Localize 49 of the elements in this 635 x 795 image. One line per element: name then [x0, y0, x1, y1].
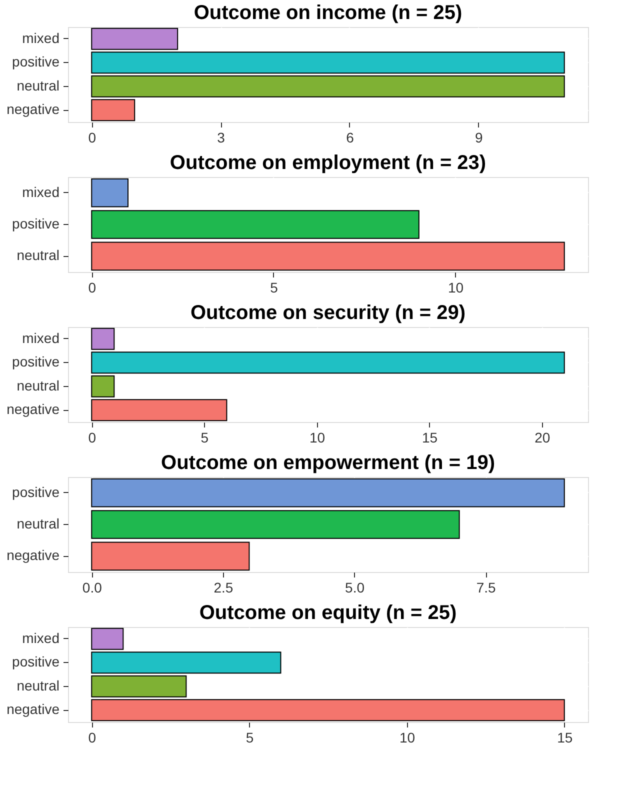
bar [91, 510, 460, 539]
y-tick-label: neutral [16, 377, 60, 394]
chart-title: Outcome on employment (n = 23) [170, 152, 486, 174]
bar [91, 210, 420, 239]
x-tick-label: 5 [270, 280, 278, 296]
chart-title: Outcome on equity (n = 25) [199, 602, 457, 624]
y-tick-label: positive [12, 354, 60, 370]
x-tick-label: 0 [88, 430, 96, 446]
x-tick-label: 3 [217, 130, 226, 146]
y-tick-label: neutral [16, 677, 60, 694]
y-tick-label: neutral [16, 77, 60, 94]
x-tick-label: 15 [557, 730, 573, 746]
bar [91, 478, 565, 508]
x-tick-label: 5 [200, 430, 209, 446]
x-tick-label: 0 [88, 730, 96, 746]
x-tick-label: 0 [88, 130, 96, 146]
x-tick-label: 20 [534, 430, 550, 446]
y-tick-label: mixed [22, 330, 60, 346]
bar [91, 178, 128, 208]
y-tick-label: negative [6, 701, 60, 718]
x-tick-label: 6 [346, 130, 354, 146]
y-tick-label: positive [12, 484, 60, 500]
y-tick-label: positive [12, 654, 60, 670]
bar [91, 542, 250, 571]
x-tick-label: 5.0 [345, 580, 365, 596]
y-tick-label: negative [6, 401, 60, 418]
x-tick-label: 10 [400, 730, 416, 746]
y-tick-label: neutral [16, 516, 60, 532]
y-tick-label: positive [12, 54, 60, 70]
y-tick-label: negative [6, 547, 60, 564]
x-tick-label: 5 [246, 730, 254, 746]
x-tick-label: 10 [309, 430, 326, 446]
x-tick-label: 7.5 [476, 580, 496, 596]
x-tick-label: 0.0 [82, 580, 102, 596]
x-tick-label: 10 [448, 280, 464, 296]
chart-title: Outcome on security (n = 29) [190, 302, 466, 324]
y-tick-label: mixed [22, 184, 60, 200]
y-tick-label: neutral [16, 247, 60, 264]
y-tick-label: negative [6, 101, 60, 118]
chart-title: Outcome on income (n = 25) [194, 2, 462, 24]
y-tick-label: mixed [22, 30, 60, 46]
bar [91, 242, 565, 271]
x-tick-label: 9 [475, 130, 484, 146]
chart-title: Outcome on empowerment (n = 19) [161, 452, 495, 474]
y-tick-label: positive [12, 216, 60, 232]
x-tick-label: 15 [422, 430, 438, 446]
x-tick-label: 0 [88, 280, 96, 296]
y-tick-label: mixed [22, 630, 60, 646]
x-tick-label: 2.5 [214, 580, 234, 596]
